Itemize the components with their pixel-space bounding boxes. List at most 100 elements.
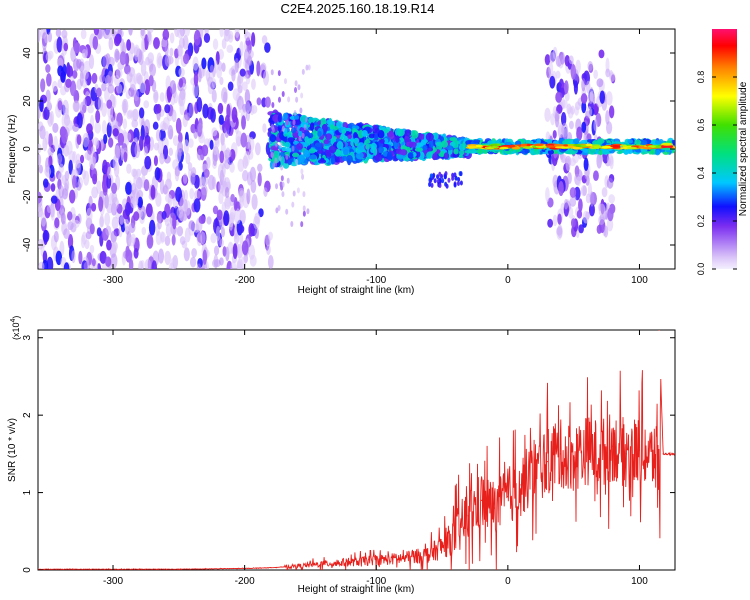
spectrogram-cell	[188, 220, 195, 230]
spectrogram-ylabel: Frequency (Hz)	[7, 115, 18, 184]
spectrogram-cell	[248, 223, 255, 237]
spectrogram-cell	[598, 49, 605, 59]
spectrogram-cell	[262, 123, 267, 133]
spectrogram-cell	[189, 188, 195, 200]
spectrogram-cell	[148, 74, 154, 87]
spectrogram-cell	[237, 158, 245, 172]
spectrogram-cell	[151, 260, 158, 269]
spectrogram-cell	[605, 68, 611, 78]
spectrogram-cell	[99, 213, 104, 228]
spectrogram-cell	[43, 106, 50, 121]
spectrogram-cell	[196, 97, 203, 113]
spectrogram-cell	[274, 141, 278, 148]
spectrogram-cell	[67, 211, 73, 221]
spectrogram-cell	[436, 174, 440, 180]
spectrogram-cell	[341, 155, 348, 162]
spectrogram-cell	[582, 210, 590, 224]
spectrogram-cell	[270, 152, 274, 159]
spectrogram-cell	[121, 98, 129, 114]
spectrogram-cell	[453, 148, 459, 155]
spectrogram-cell	[169, 32, 175, 44]
spectrogram-cell	[89, 223, 95, 235]
spectrogram-cell	[183, 139, 189, 155]
snr-point	[625, 453, 627, 455]
spectrogram-cell	[46, 73, 52, 87]
spectrogram-cell	[441, 178, 445, 184]
snr-panel: -300 -200 -100 0 100 0 1 2 3 Height of straight …	[7, 316, 676, 595]
spectrogram-cell	[133, 174, 139, 188]
spectrogram-cell	[569, 157, 577, 167]
spectrogram-cell	[428, 181, 432, 187]
spectrogram-cell	[277, 96, 281, 103]
spectrogram-cell	[581, 77, 586, 92]
spectrogram-cell	[254, 212, 261, 225]
spectrogram-ytick-label: 40	[22, 47, 33, 59]
spectrogram-cell	[224, 114, 231, 131]
spectrogram-cell	[187, 162, 193, 172]
spectrogram-cell	[167, 125, 174, 140]
spectrogram-cell	[552, 214, 558, 227]
spectrogram-cell	[564, 80, 569, 95]
snr-point	[612, 445, 614, 447]
spectrogram-cell	[438, 171, 442, 177]
spectrogram-cell	[241, 170, 249, 182]
spectrogram-cell	[192, 56, 199, 71]
snr-ticks: -300 -200 -100 0 100 0 1 2 3	[22, 330, 675, 587]
spectrogram-cell	[468, 145, 478, 149]
spectrogram-cell	[265, 234, 271, 247]
spectrogram-cell	[221, 38, 227, 50]
spectrogram-cell	[314, 142, 323, 151]
spectrogram-cell	[229, 162, 235, 173]
spectrogram-cell	[193, 71, 199, 87]
spectrogram-cell	[304, 136, 309, 143]
spectrogram-cell	[246, 188, 251, 205]
spectrogram-cell	[300, 168, 304, 175]
spectrogram-cell	[578, 224, 584, 234]
snr-multiplier: (x104)	[10, 316, 21, 340]
spectrogram-cell	[128, 236, 136, 247]
spectrogram-cell	[243, 151, 250, 167]
spectrogram-cell	[239, 41, 244, 57]
spectrogram-cell	[119, 215, 125, 225]
spectrogram-cell	[38, 261, 45, 269]
spectrogram-cell	[133, 89, 139, 102]
spectrogram-cell	[607, 207, 614, 222]
spectrogram-cell	[230, 261, 237, 269]
spectrogram-cell	[325, 133, 333, 140]
spectrogram-cell	[185, 152, 191, 165]
spectrogram-cell	[112, 241, 118, 254]
spectrogram-cell	[302, 210, 306, 217]
spectrogram-cell	[661, 147, 674, 151]
spectrogram-cell	[201, 144, 209, 157]
spectrogram-cell	[456, 180, 460, 186]
spectrogram-cell	[167, 88, 172, 103]
spectrogram-cell	[98, 196, 104, 212]
spectrogram-cell	[296, 142, 303, 151]
spectrogram-cell	[133, 247, 139, 259]
spectrogram-ytick-label: 20	[22, 95, 33, 107]
colorbar-gradient	[712, 29, 737, 269]
spectrogram-cell	[92, 35, 99, 50]
spectrogram-cell	[356, 149, 361, 154]
spectrogram-cell	[605, 110, 610, 125]
spectrogram-cell	[221, 87, 228, 103]
spectrogram-cell	[435, 141, 443, 147]
spectrogram-cell	[475, 144, 483, 148]
spectrogram-cell	[301, 132, 305, 139]
spectrogram-cell	[336, 141, 344, 150]
spectrogram-cell	[566, 149, 575, 155]
spectrogram-cell	[220, 226, 226, 238]
spectrogram-cell	[162, 29, 170, 41]
spectrogram-cell	[561, 122, 568, 138]
spectrogram-cell	[182, 35, 189, 50]
spectrogram-cell	[570, 105, 575, 115]
spectrogram-cell	[93, 29, 100, 36]
spectrogram-cell	[115, 83, 123, 94]
spectrogram-cell	[212, 38, 219, 51]
spectrogram-cell	[580, 185, 588, 197]
spectrogram-cell	[164, 235, 171, 247]
spectrogram-cell	[467, 147, 476, 153]
spectrogram-cell	[446, 145, 454, 151]
